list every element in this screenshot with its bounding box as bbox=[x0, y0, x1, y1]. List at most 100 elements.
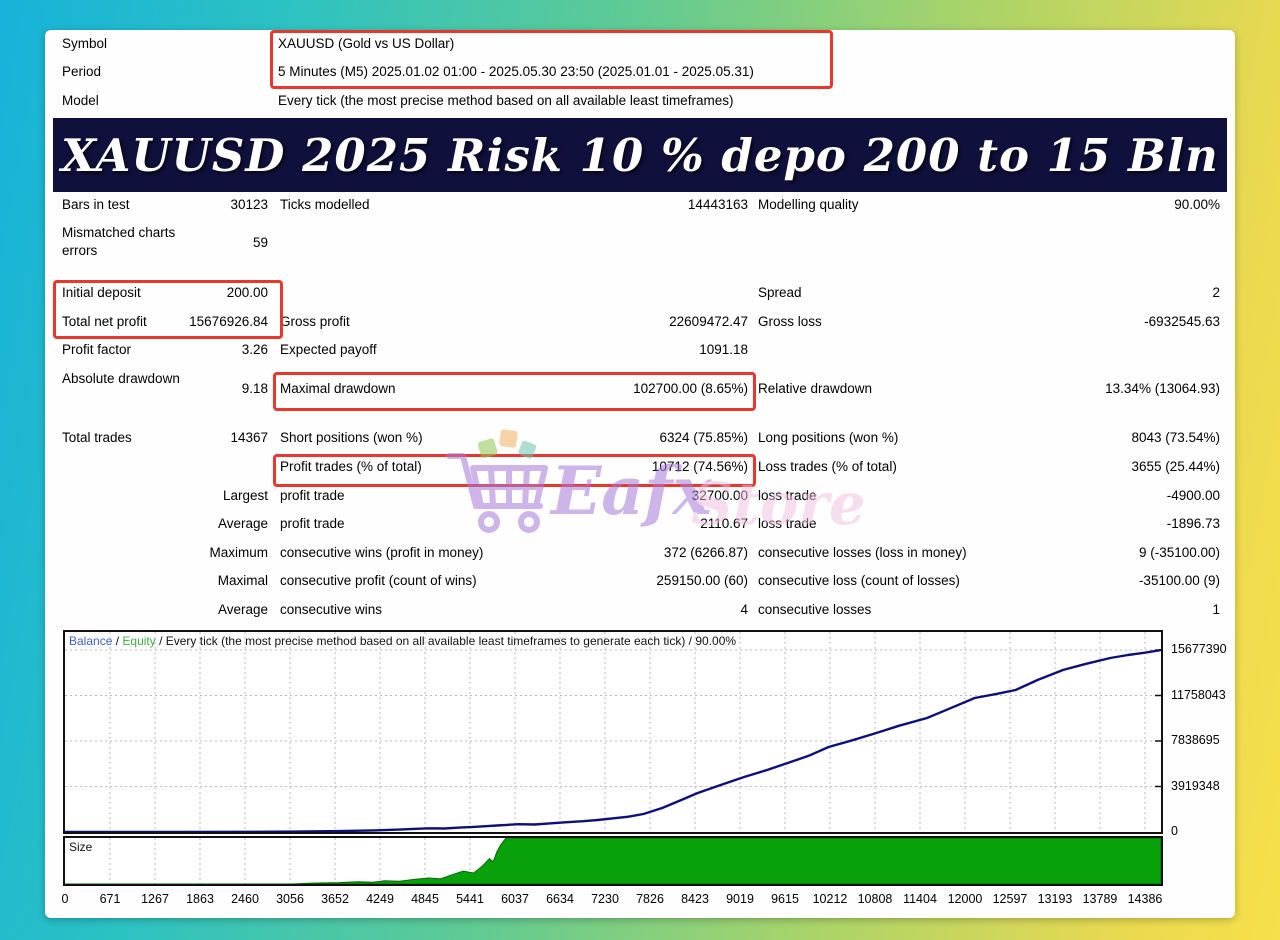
stat-value: 1091.18 bbox=[699, 342, 748, 357]
stat-value: 15676926.84 bbox=[189, 314, 268, 329]
legend-model-text: / Every tick (the most precise method ba… bbox=[155, 634, 737, 648]
stat-value: 259150.00 (60) bbox=[656, 573, 748, 588]
table-row: Total trades 14367 Short positions (won %)… bbox=[45, 429, 1235, 447]
table-row: Profit factor 3.26 Expected payoff 1091.18 bbox=[45, 341, 1235, 359]
table-row: Bars in test 30123 Ticks modelled 14443163 M… bbox=[45, 196, 1235, 214]
stat-label: Gross profit bbox=[280, 314, 350, 329]
symbol-value: XAUUSD (Gold vs US Dollar) bbox=[278, 36, 455, 51]
stat-value: 9.18 bbox=[241, 381, 268, 396]
table-row: Average consecutive wins 4 consecutive loss… bbox=[45, 601, 1235, 619]
stat-label: Maximum bbox=[209, 545, 268, 560]
stat-label: Relative drawdown bbox=[758, 381, 873, 396]
stat-label: Mismatched charts errors bbox=[62, 225, 176, 258]
stat-label: Long positions (won %) bbox=[758, 430, 899, 445]
stat-label: Total net profit bbox=[62, 314, 147, 329]
x-axis-tick-label: 12597 bbox=[992, 892, 1028, 906]
x-axis-tick-label: 10212 bbox=[812, 892, 848, 906]
stat-label: Total trades bbox=[62, 430, 132, 445]
x-axis-tick-label: 4845 bbox=[411, 892, 439, 906]
legend-separator: / bbox=[112, 634, 123, 648]
stat-value: 59 bbox=[252, 235, 268, 250]
stat-label: consecutive loss (count of losses) bbox=[758, 573, 960, 588]
stat-value: 102700.00 (8.65%) bbox=[633, 381, 748, 396]
stat-value: 2110.67 bbox=[700, 516, 748, 531]
stat-label: Modelling quality bbox=[758, 197, 859, 212]
table-row: Initial deposit 200.00 Spread 2 bbox=[45, 284, 1235, 302]
stat-value: 4 bbox=[740, 602, 748, 617]
stat-label: Ticks modelled bbox=[280, 197, 370, 212]
x-axis-tick-label: 671 bbox=[99, 892, 121, 906]
stat-label: profit trade bbox=[280, 516, 345, 531]
stat-value: -1896.73 bbox=[1166, 516, 1220, 531]
balance-chart: Balance / Equity / Every tick (the most … bbox=[63, 630, 1163, 834]
table-row: Total net profit 15676926.84 Gross profit 2… bbox=[45, 313, 1235, 331]
stat-value: 9 (-35100.00) bbox=[1138, 545, 1220, 560]
x-axis-tick-label: 12000 bbox=[947, 892, 983, 906]
stat-value: 6324 (75.85%) bbox=[659, 430, 748, 445]
size-chart: Size bbox=[63, 836, 1163, 886]
y-axis-labels: 15677390 11758043 7838695 3919348 0 bbox=[1171, 630, 1235, 838]
stat-label: Profit trades (% of total) bbox=[280, 459, 422, 474]
x-axis-tick-label: 9615 bbox=[771, 892, 799, 906]
x-axis-tick-label: 11404 bbox=[903, 892, 937, 906]
stat-value: 14367 bbox=[230, 430, 268, 445]
x-axis-tick-label: 13193 bbox=[1037, 892, 1073, 906]
x-axis-tick-label: 1863 bbox=[186, 892, 214, 906]
table-row: Maximum consecutive wins (profit in money… bbox=[45, 544, 1235, 562]
stat-value: 200.00 bbox=[226, 285, 268, 300]
stat-label: Gross loss bbox=[758, 314, 822, 329]
x-axis-tick-label: 9019 bbox=[726, 892, 754, 906]
stat-value: 8043 (73.54%) bbox=[1131, 430, 1220, 445]
legend-balance: Balance bbox=[69, 634, 113, 648]
stat-label: consecutive losses bbox=[758, 602, 872, 617]
y-axis-tick-label: 7838695 bbox=[1171, 733, 1220, 747]
stat-label: Absolute drawdown bbox=[62, 371, 180, 386]
stat-label: Maximal bbox=[217, 573, 268, 588]
stat-value: 90.00% bbox=[1174, 197, 1220, 212]
stat-label: Average bbox=[217, 602, 268, 617]
report-panel: Symbol XAUUSD (Gold vs US Dollar) Period… bbox=[45, 30, 1235, 918]
stat-value: 32700.00 bbox=[691, 488, 748, 503]
x-axis-labels: 0 671 1267 1863 2460 3056 3652 4249 4845 5441 6037… bbox=[62, 892, 1205, 908]
stat-value: 10712 (74.56%) bbox=[651, 459, 748, 474]
x-axis-tick-label: 4249 bbox=[366, 892, 394, 906]
stat-value: -35100.00 (9) bbox=[1138, 573, 1220, 588]
x-axis-tick-label: 5441 bbox=[456, 892, 484, 906]
table-row: Mismatched charts errors 59 bbox=[45, 224, 1235, 258]
stat-value: 30123 bbox=[230, 197, 268, 212]
x-axis-tick-label: 6634 bbox=[546, 892, 574, 906]
stat-label: loss trade bbox=[758, 516, 817, 531]
legend-equity: Equity bbox=[122, 634, 156, 648]
stat-label: Profit factor bbox=[62, 342, 132, 357]
stat-label: Average bbox=[217, 516, 268, 531]
table-row: Largest profit trade 32700.00 loss trade -49… bbox=[45, 487, 1235, 505]
y-axis-tick-label: 3919348 bbox=[1171, 778, 1220, 793]
stat-label: profit trade bbox=[280, 488, 345, 503]
stat-label: Initial deposit bbox=[62, 285, 141, 300]
model-label: Model bbox=[62, 93, 99, 108]
x-axis-tick-label: 8423 bbox=[681, 892, 709, 906]
stat-label: Bars in test bbox=[62, 197, 130, 212]
x-axis-tick-label: 3652 bbox=[321, 892, 349, 906]
size-plot-svg bbox=[65, 837, 1162, 885]
stat-value: 1 bbox=[1212, 602, 1220, 617]
symbol-label: Symbol bbox=[62, 36, 108, 51]
x-axis-tick-label: 1267 bbox=[141, 892, 169, 906]
chart-legend: Balance / Equity / Every tick (the most … bbox=[69, 634, 736, 648]
table-row: Profit trades (% of total) 10712 (74.56%)… bbox=[45, 458, 1235, 476]
x-axis-tick-label: 6037 bbox=[501, 892, 529, 906]
x-axis-tick-label: 0 bbox=[61, 892, 69, 906]
stat-label: Expected payoff bbox=[280, 342, 377, 357]
x-axis-tick-label: 7230 bbox=[591, 892, 619, 906]
stat-label: consecutive wins (profit in money) bbox=[280, 545, 484, 560]
stat-label: consecutive wins bbox=[280, 602, 383, 617]
y-axis-tick-label: 15677390 bbox=[1171, 642, 1227, 656]
banner-title: XAUUSD 2025 Risk 10 % depo 200 to 15 Bln bbox=[53, 118, 1227, 192]
size-chart-label: Size bbox=[69, 840, 93, 854]
x-axis-tick-label: 7826 bbox=[636, 892, 664, 906]
stat-label: Largest bbox=[222, 488, 268, 503]
stat-label: loss trade bbox=[758, 488, 817, 503]
x-axis-tick-label: 2460 bbox=[231, 892, 259, 906]
stat-value: 22609472.47 bbox=[669, 314, 748, 329]
